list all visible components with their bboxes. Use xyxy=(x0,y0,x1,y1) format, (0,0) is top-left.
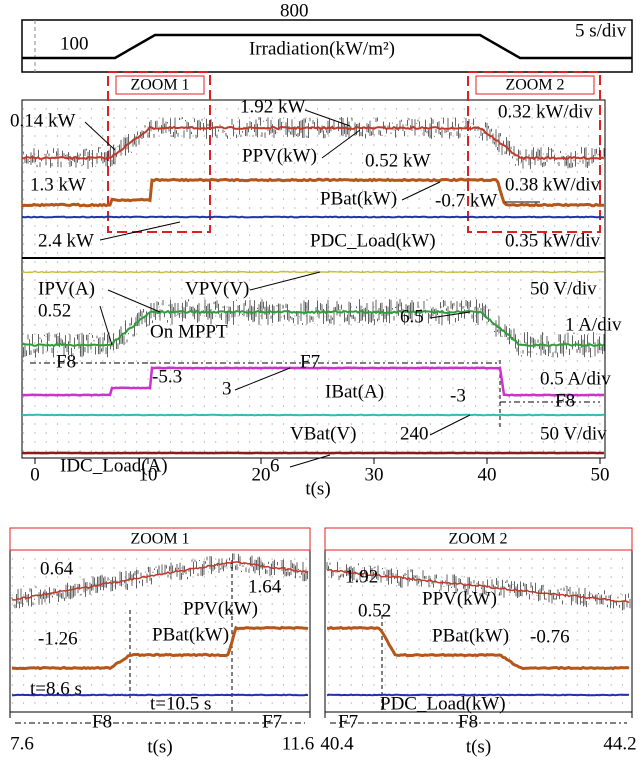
annotation: PDC_Load(kW) xyxy=(380,693,506,714)
annotation: F8 xyxy=(56,351,76,372)
x-axis-label: t(s) xyxy=(147,736,172,757)
annotation: 3 xyxy=(222,378,232,399)
annotation: F8 xyxy=(555,390,575,411)
annotation: 1 A/div xyxy=(565,314,622,335)
x-tick-label: 0 xyxy=(30,464,40,485)
annotation: F7 xyxy=(338,711,358,732)
annotation: 0.52 xyxy=(38,300,71,321)
annotation: F7 xyxy=(300,351,320,372)
x-axis-label: t(s) xyxy=(305,478,330,499)
annotation: 0.5 A/div xyxy=(540,368,611,389)
annotation: 6 xyxy=(270,455,280,476)
annotation: 1.92 xyxy=(345,566,378,587)
x-tick-label: 7.6 xyxy=(10,733,34,754)
annotation: PBat(kW) xyxy=(320,188,397,209)
irradiation-low: 100 xyxy=(60,33,89,54)
annotation: -0.7 kW xyxy=(435,190,497,211)
annotation: 6.5 xyxy=(400,306,424,327)
annotation: 0.14 kW xyxy=(10,110,76,131)
annotation: F8 xyxy=(92,711,112,732)
annotation: PBat(kW) xyxy=(152,624,229,645)
annotation: PPV(kW) xyxy=(183,598,258,619)
x-tick-label: 11.6 xyxy=(282,733,315,754)
annotation: F7 xyxy=(262,711,282,732)
annotation: IBat(A) xyxy=(325,381,384,402)
x-tick-label: 40 xyxy=(478,464,497,485)
annotation: 240 xyxy=(400,423,429,444)
annotation: 0.32 kW/div xyxy=(498,101,593,122)
annotation: PBat(kW) xyxy=(432,625,509,646)
annotation: -0.76 xyxy=(530,626,570,647)
annotation: 50 V/div xyxy=(530,278,597,299)
x-tick-label: 44.2 xyxy=(603,733,636,754)
annotation: 0.64 xyxy=(40,558,74,579)
annotation: 50 V/div xyxy=(540,423,607,444)
irradiation-title: Irradiation(kW/m²) xyxy=(249,38,395,59)
time-scale: 5 s/div xyxy=(575,20,627,41)
annotation: 1.92 kW xyxy=(240,96,306,117)
annotation: t=8.6 s xyxy=(30,678,82,699)
x-tick-label: 20 xyxy=(252,464,271,485)
annotation: 0.52 xyxy=(358,600,391,621)
zoom-title: ZOOM 1 xyxy=(130,531,189,548)
zoom-label: ZOOM 2 xyxy=(505,77,564,94)
annotation: t=10.5 s xyxy=(150,693,211,714)
x-axis-label: t(s) xyxy=(466,736,491,757)
irradiation-high: 800 xyxy=(280,0,309,21)
x-tick-label: 40.4 xyxy=(320,733,354,754)
zoom-title: ZOOM 2 xyxy=(448,531,507,548)
waveform xyxy=(22,272,604,273)
x-tick-label: 30 xyxy=(365,464,384,485)
annotation: PPV(kW) xyxy=(242,145,317,166)
zoom-label: ZOOM 1 xyxy=(130,77,189,94)
annotation: 0.52 kW xyxy=(365,150,431,171)
annotation: -3 xyxy=(450,385,466,406)
annotation: PPV(kW) xyxy=(422,588,497,609)
annotation: -5.3 xyxy=(152,366,182,387)
annotation: 1.3 kW xyxy=(30,174,86,195)
annotation: 0.38 kW/div xyxy=(505,174,600,195)
annotation: 0.35 kW/div xyxy=(505,230,600,251)
annotation: -1.26 xyxy=(38,628,78,649)
annotation: IPV(A) xyxy=(38,278,95,299)
waveform xyxy=(22,217,604,218)
annotation: On MPPT xyxy=(150,321,228,342)
annotation: 1.64 xyxy=(248,576,282,597)
annotation: VPV(V) xyxy=(185,278,249,299)
annotation: 2.4 kW xyxy=(38,230,94,251)
figure: 800 100 Irradiation(kW/m²) 5 s/div ZOOM … xyxy=(0,0,642,762)
x-tick-label: 10 xyxy=(139,464,158,485)
annotation: PDC_Load(kW) xyxy=(310,230,436,251)
annotation: VBat(V) xyxy=(290,423,356,444)
x-tick-label: 50 xyxy=(591,464,610,485)
annotation: F8 xyxy=(458,711,478,732)
